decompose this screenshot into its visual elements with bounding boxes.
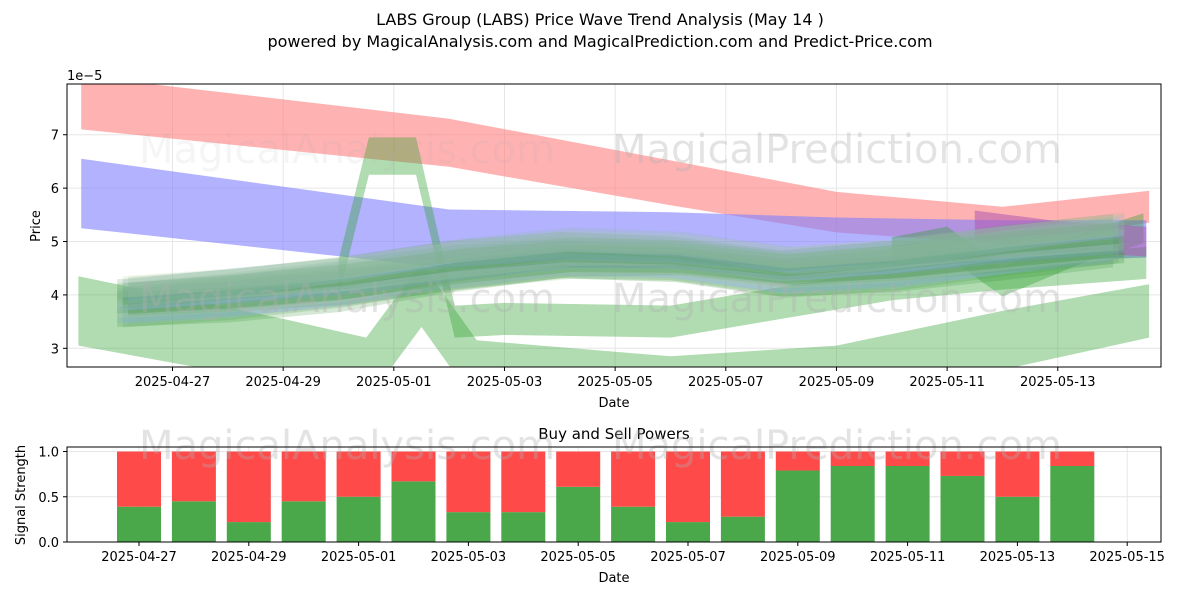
buy-power-bar bbox=[886, 466, 930, 542]
price-x-tick-label: 2025-05-09 bbox=[799, 375, 875, 390]
buy-power-bar bbox=[941, 476, 985, 542]
buy-sell-y-axis-label: Signal Strength bbox=[14, 445, 29, 545]
price-x-tick-label: 2025-05-03 bbox=[467, 375, 543, 390]
watermark-prediction-top: MagicalPrediction.com bbox=[612, 127, 1062, 173]
buy-power-bar bbox=[446, 512, 490, 542]
watermark-analysis-top: MagicalAnalysis.com bbox=[139, 127, 555, 173]
watermark-prediction-bottom: MagicalPrediction.com bbox=[612, 423, 1062, 469]
watermark-prediction-mid: MagicalPrediction.com bbox=[612, 276, 1062, 322]
buy-sell-x-tick-label: 2025-05-09 bbox=[760, 550, 836, 565]
price-x-tick-label: 2025-04-27 bbox=[135, 375, 211, 390]
buy-power-bar bbox=[1050, 466, 1094, 542]
buy-power-bar bbox=[501, 512, 545, 542]
price-x-tick-label: 2025-05-13 bbox=[1020, 375, 1096, 390]
price-y-tick-label: 5 bbox=[51, 236, 59, 251]
price-x-tick-label: 2025-05-07 bbox=[688, 375, 764, 390]
buy-power-bar bbox=[611, 507, 655, 542]
buy-sell-x-tick-label: 2025-05-13 bbox=[980, 550, 1056, 565]
buy-power-bar bbox=[995, 497, 1039, 542]
buy-sell-y-tick-label: 0.5 bbox=[38, 491, 59, 506]
buy-power-bar bbox=[337, 497, 381, 542]
buy-sell-x-tick-label: 2025-05-15 bbox=[1089, 550, 1165, 565]
sell-power-bar bbox=[556, 452, 600, 487]
price-y-tick-label: 4 bbox=[51, 289, 59, 304]
figure-title: LABS Group (LABS) Price Wave Trend Analy… bbox=[376, 10, 824, 29]
buy-sell-x-tick-label: 2025-04-27 bbox=[101, 550, 177, 565]
buy-power-bar bbox=[172, 501, 216, 542]
price-x-tick-label: 2025-05-01 bbox=[356, 375, 432, 390]
buy-sell-x-tick-label: 2025-05-05 bbox=[540, 550, 616, 565]
price-wave-chart-figure: LABS Group (LABS) Price Wave Trend Analy… bbox=[0, 0, 1200, 600]
watermark-analysis-mid: MagicalAnalysis.com bbox=[139, 276, 555, 322]
buy-power-bar bbox=[227, 522, 271, 542]
buy-power-bar bbox=[721, 517, 765, 542]
watermark-analysis-bottom: MagicalAnalysis.com bbox=[139, 423, 555, 469]
price-x-axis-label: Date bbox=[598, 396, 629, 411]
buy-sell-x-tick-label: 2025-05-11 bbox=[870, 550, 946, 565]
buy-sell-x-tick-label: 2025-05-03 bbox=[431, 550, 507, 565]
buy-sell-x-axis-label: Date bbox=[598, 571, 629, 586]
buy-sell-x-tick-label: 2025-05-07 bbox=[650, 550, 726, 565]
price-y-axis-label: Price bbox=[29, 210, 44, 242]
buy-power-bar bbox=[666, 522, 710, 542]
buy-power-bar bbox=[117, 507, 161, 542]
price-y-tick-label: 7 bbox=[51, 129, 59, 144]
price-y-tick-label: 3 bbox=[51, 342, 59, 357]
buy-sell-y-tick-label: 0.0 bbox=[38, 536, 59, 551]
price-y-tick-label: 6 bbox=[51, 182, 59, 197]
price-x-tick-label: 2025-04-29 bbox=[245, 375, 321, 390]
price-x-tick-label: 2025-05-05 bbox=[577, 375, 653, 390]
buy-power-bar bbox=[776, 471, 820, 542]
buy-power-bar bbox=[556, 487, 600, 542]
price-x-tick-label: 2025-05-11 bbox=[909, 375, 985, 390]
buy-power-bar bbox=[831, 466, 875, 542]
buy-sell-x-tick-label: 2025-05-01 bbox=[321, 550, 397, 565]
buy-sell-y-tick-label: 1.0 bbox=[38, 446, 59, 461]
price-y-scale-label: 1e−5 bbox=[67, 69, 102, 84]
buy-sell-x-tick-label: 2025-04-29 bbox=[211, 550, 287, 565]
figure-subtitle: powered by MagicalAnalysis.com and Magic… bbox=[267, 32, 932, 51]
buy-power-bar bbox=[392, 481, 436, 542]
buy-power-bar bbox=[282, 501, 326, 542]
